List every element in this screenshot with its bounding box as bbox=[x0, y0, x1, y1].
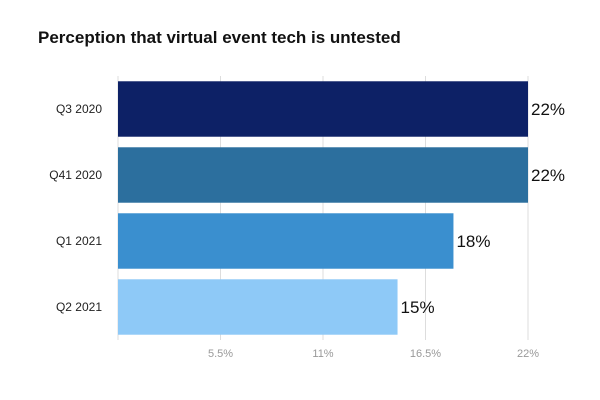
value-label: 22% bbox=[531, 166, 565, 185]
value-labels: 22% 22% 18% 15% bbox=[401, 100, 565, 317]
value-label: 22% bbox=[531, 100, 565, 119]
category-label: Q1 2021 bbox=[56, 234, 102, 248]
x-tick-label: 22% bbox=[517, 348, 539, 360]
bar bbox=[118, 81, 528, 137]
category-label: Q41 2020 bbox=[49, 168, 102, 182]
x-tick-label: 16.5% bbox=[410, 348, 441, 360]
category-label: Q2 2021 bbox=[56, 300, 102, 314]
category-labels: Q3 2020 Q41 2020 Q1 2021 Q2 2021 bbox=[49, 102, 102, 314]
x-tick-label: 5.5% bbox=[208, 348, 233, 360]
bar bbox=[118, 213, 454, 269]
chart-title: Perception that virtual event tech is un… bbox=[38, 28, 401, 47]
x-tick-labels: 5.5% 11% 16.5% 22% bbox=[208, 348, 539, 360]
bars bbox=[118, 81, 528, 335]
bar bbox=[118, 147, 528, 203]
value-label: 15% bbox=[401, 298, 435, 317]
x-tick-label: 11% bbox=[312, 348, 333, 360]
category-label: Q3 2020 bbox=[56, 102, 102, 116]
value-label: 18% bbox=[456, 232, 490, 251]
bar bbox=[118, 279, 398, 335]
